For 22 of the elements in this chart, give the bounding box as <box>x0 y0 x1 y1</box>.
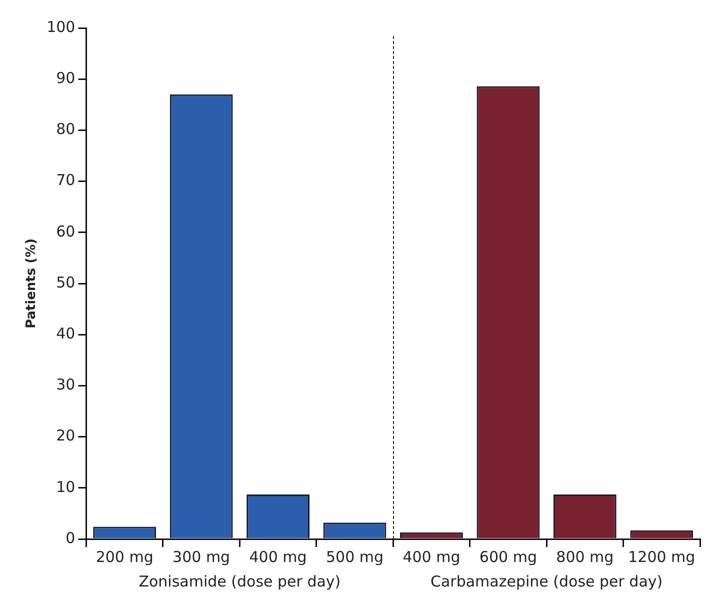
text: Zonisamide (dose per day) <box>138 572 341 590</box>
x-tick-label: 300 mg <box>172 548 230 566</box>
y-tick-label: 10 <box>56 478 76 496</box>
text: Carbamazepine (dose per day) <box>430 572 663 590</box>
y-tick-label: 80 <box>56 120 76 138</box>
x-tick-label: 1200 mg <box>628 548 696 566</box>
y-tick-label: 40 <box>56 324 76 342</box>
y-tick-label: 20 <box>56 426 76 445</box>
y-tick-label: 0 <box>66 528 76 547</box>
x-tick-label: 500 mg <box>326 548 384 566</box>
y-tick-label: 50 <box>56 273 76 292</box>
x-tick-label: 600 mg <box>479 548 537 566</box>
y-axis-title: Patients (%) <box>24 238 40 329</box>
y-tick-label: 100 <box>46 18 76 36</box>
x-tick-label: 800 mg <box>556 548 614 566</box>
y-tick-label: 30 <box>56 376 76 394</box>
y-tick-label: 70 <box>56 171 76 190</box>
y-tick-label: 90 <box>56 68 76 87</box>
y-tick-label: 60 <box>56 222 76 240</box>
x-tick-label: 400 mg <box>249 548 307 566</box>
x-tick-label: 200 mg <box>96 548 154 566</box>
x-tick-label: 400 mg <box>402 548 460 566</box>
